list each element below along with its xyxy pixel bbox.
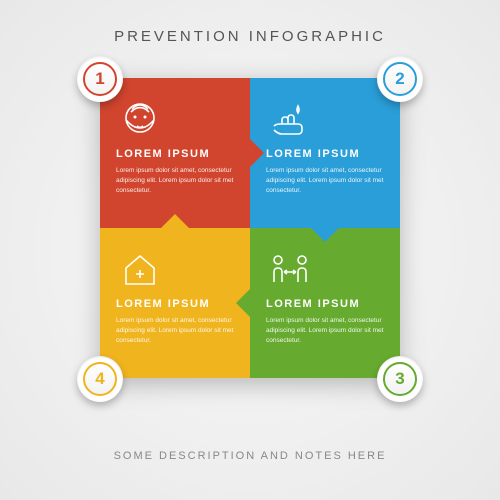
quad-4: LOREM IPSUM Lorem ipsum dolor sit amet, …	[100, 228, 250, 378]
infographic-grid: LOREM IPSUM Lorem ipsum dolor sit amet, …	[100, 78, 400, 378]
distance-icon	[266, 242, 384, 298]
badge-4[interactable]: 4	[77, 356, 123, 402]
arrow-3-to-4	[236, 289, 250, 317]
handwash-icon	[266, 92, 384, 148]
quad-2: LOREM IPSUM Lorem ipsum dolor sit amet, …	[250, 78, 400, 228]
quad-3: LOREM IPSUM Lorem ipsum dolor sit amet, …	[250, 228, 400, 378]
arrow-1-to-2	[250, 139, 264, 167]
quad-1-heading: LOREM IPSUM	[116, 148, 234, 160]
quad-3-body: Lorem ipsum dolor sit amet, consectetur …	[266, 316, 384, 345]
quad-2-heading: LOREM IPSUM	[266, 148, 384, 160]
face-icon	[116, 92, 234, 148]
badge-1-number: 1	[83, 62, 117, 96]
badge-2-number: 2	[383, 62, 417, 96]
quad-1: LOREM IPSUM Lorem ipsum dolor sit amet, …	[100, 78, 250, 228]
quad-4-heading: LOREM IPSUM	[116, 298, 234, 310]
arrow-2-to-3	[311, 228, 339, 242]
quad-2-body: Lorem ipsum dolor sit amet, consectetur …	[266, 166, 384, 195]
arrow-4-to-1	[161, 214, 189, 228]
badge-1[interactable]: 1	[77, 56, 123, 102]
badge-4-number: 4	[83, 362, 117, 396]
badge-3[interactable]: 3	[377, 356, 423, 402]
quad-4-body: Lorem ipsum dolor sit amet, consectetur …	[116, 316, 234, 345]
page-title: PREVENTION INFOGRAPHIC	[0, 0, 500, 45]
home-icon	[116, 242, 234, 298]
quad-1-body: Lorem ipsum dolor sit amet, consectetur …	[116, 166, 234, 195]
footer-text: SOME DESCRIPTION AND NOTES HERE	[0, 450, 500, 462]
quad-3-heading: LOREM IPSUM	[266, 298, 384, 310]
badge-2[interactable]: 2	[377, 56, 423, 102]
badge-3-number: 3	[383, 362, 417, 396]
